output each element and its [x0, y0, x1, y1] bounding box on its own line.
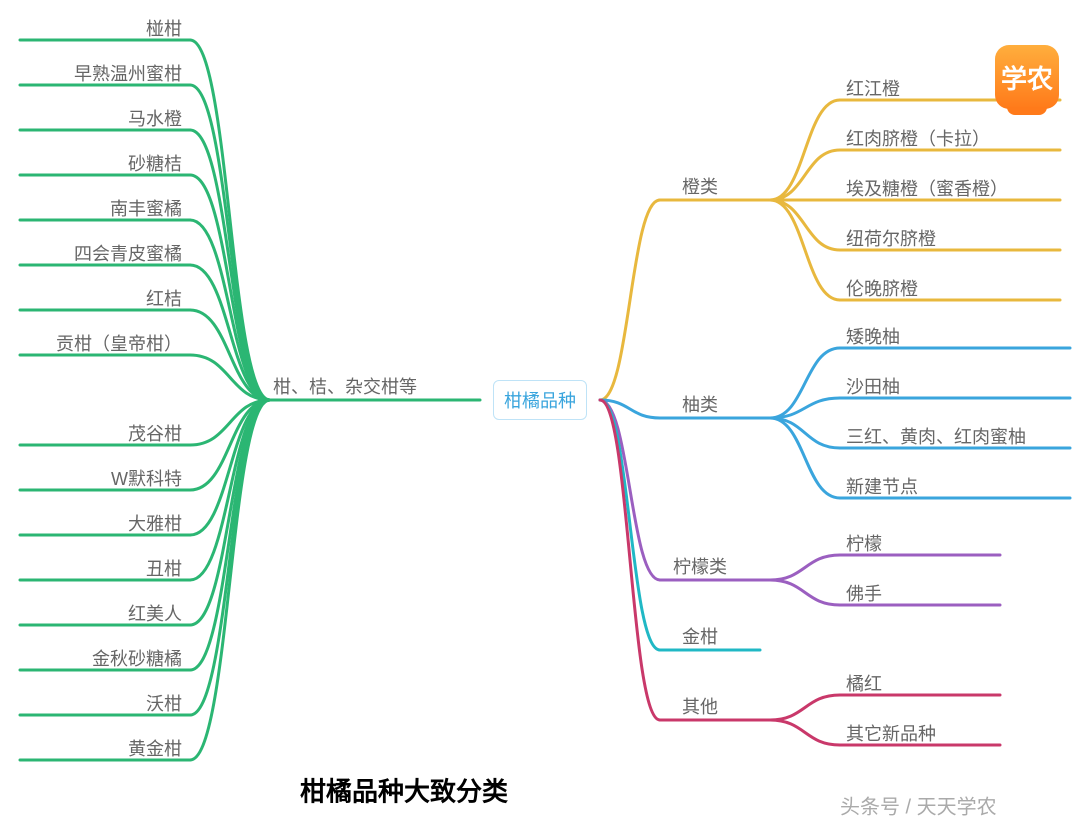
right-leaf-0-2: 埃及糖橙（蜜香橙） — [846, 175, 1008, 201]
right-leaf-4-0: 橘红 — [846, 670, 882, 696]
footer-text: 头条号 / 天天学农 — [840, 797, 997, 819]
title-text: 柑橘品种大致分类 — [300, 777, 508, 807]
diagram-title: 柑橘品种大致分类 — [300, 772, 508, 809]
left-leaf-15: 黄金柑 — [128, 735, 182, 761]
right-cat-2: 柠檬类 — [673, 553, 727, 579]
left-leaf-6: 红桔 — [146, 285, 182, 311]
right-leaf-0-4: 伦晚脐橙 — [846, 275, 918, 301]
left-leaf-5: 四会青皮蜜橘 — [74, 240, 182, 266]
right-cat-0: 橙类 — [682, 173, 718, 199]
right-cat-1: 柚类 — [682, 391, 718, 417]
right-leaf-1-2: 三红、黄肉、红肉蜜柚 — [846, 423, 1026, 449]
root-text: 柑橘品种 — [504, 391, 576, 411]
left-leaf-8: 茂谷柑 — [128, 420, 182, 446]
right-cat-4: 其他 — [682, 693, 718, 719]
left-leaf-7: 贡柑（皇帝柑） — [56, 330, 182, 356]
footer-credit: 头条号 / 天天学农 — [840, 791, 997, 820]
right-leaf-0-3: 纽荷尔脐橙 — [846, 225, 936, 251]
left-leaf-4: 南丰蜜橘 — [110, 195, 182, 221]
right-leaf-0-0: 红江橙 — [846, 75, 900, 101]
right-leaf-1-3: 新建节点 — [846, 473, 918, 499]
brand-logo: 学农 — [995, 45, 1059, 109]
left-leaf-11: 丑柑 — [146, 555, 182, 581]
left-leaf-2: 马水橙 — [128, 105, 182, 131]
left-leaf-1: 早熟温州蜜柑 — [74, 60, 182, 86]
right-leaf-4-1: 其它新品种 — [846, 720, 936, 746]
left-leaf-14: 沃柑 — [146, 690, 182, 716]
left-branch-label: 柑、桔、杂交柑等 — [273, 373, 417, 399]
left-leaf-13: 金秋砂糖橘 — [92, 645, 182, 671]
right-leaf-2-0: 柠檬 — [846, 530, 882, 556]
left-leaf-10: 大雅柑 — [128, 510, 182, 536]
right-cat-3: 金柑 — [682, 623, 718, 649]
root-node: 柑橘品种 — [493, 380, 587, 420]
right-leaf-2-1: 佛手 — [846, 580, 882, 606]
right-leaf-0-1: 红肉脐橙（卡拉） — [846, 125, 990, 151]
left-leaf-9: W默科特 — [111, 465, 182, 491]
right-leaf-1-1: 沙田柚 — [846, 373, 900, 399]
right-leaf-1-0: 矮晚柚 — [846, 323, 900, 349]
left-leaf-0: 椪柑 — [146, 15, 182, 41]
left-leaf-3: 砂糖桔 — [128, 150, 182, 176]
logo-text: 学农 — [1001, 59, 1053, 96]
left-leaf-12: 红美人 — [128, 600, 182, 626]
